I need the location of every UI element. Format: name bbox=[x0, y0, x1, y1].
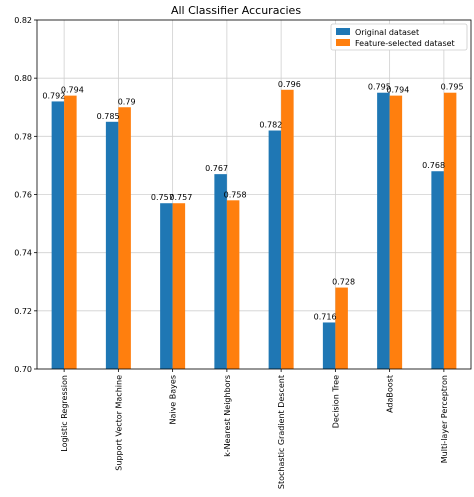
bar-feature-selected bbox=[118, 107, 131, 369]
y-tick-label: 0.76 bbox=[14, 191, 32, 200]
bar-feature-selected bbox=[335, 287, 348, 369]
data-label: 0.757 bbox=[151, 193, 174, 202]
data-label: 0.794 bbox=[386, 86, 409, 95]
bar-original bbox=[160, 203, 173, 369]
bar-original bbox=[322, 322, 336, 369]
legend-swatch bbox=[336, 28, 350, 35]
bar-feature-selected bbox=[443, 92, 457, 369]
axes-layer: 0.70 0.72 0.74 0.76 0.78 0.80 0.82 Logistic Reg… bbox=[14, 16, 472, 489]
bars-layer bbox=[51, 89, 457, 370]
data-label: 0.757 bbox=[169, 193, 192, 202]
x-tick-label: Naive Bayes bbox=[169, 375, 178, 425]
y-tick-label: 0.78 bbox=[14, 132, 32, 141]
x-tick-label: Logistic Regression bbox=[60, 375, 69, 452]
y-tick-label: 0.70 bbox=[14, 365, 32, 374]
legend: Original dataset Feature-selected dataset bbox=[330, 23, 468, 51]
y-tick-label: 0.82 bbox=[14, 16, 32, 25]
bar-original bbox=[268, 130, 282, 369]
data-label: 0.795 bbox=[368, 83, 391, 92]
legend-label: Feature-selected dataset bbox=[355, 39, 455, 48]
bar-feature-selected bbox=[281, 89, 294, 370]
data-label: 0.785 bbox=[97, 112, 120, 121]
bar-original bbox=[431, 171, 444, 369]
data-label: 0.716 bbox=[314, 312, 337, 321]
bar-feature-selected bbox=[64, 95, 77, 369]
bar-feature-selected bbox=[226, 200, 240, 369]
data-label: 0.782 bbox=[259, 121, 282, 130]
data-label: 0.758 bbox=[224, 190, 247, 199]
data-label: 0.792 bbox=[42, 91, 65, 100]
legend-box bbox=[330, 23, 468, 51]
bar-original bbox=[377, 92, 390, 369]
chart-title: All Classifier Accuracies bbox=[171, 4, 301, 17]
y-tick-label: 0.72 bbox=[14, 307, 32, 316]
bar-original bbox=[51, 101, 65, 369]
y-tick-label: 0.80 bbox=[14, 74, 32, 83]
data-label: 0.795 bbox=[441, 83, 464, 92]
x-tick-label: Support Vector Machine bbox=[114, 375, 123, 471]
grid-layer bbox=[37, 19, 471, 370]
data-label: 0.794 bbox=[61, 86, 84, 95]
x-tick-label: AdaBoost bbox=[386, 375, 395, 413]
data-labels-layer: 0.792 0.785 0.757 0.767 0.782 0.716 0.795 0.768… bbox=[42, 80, 463, 322]
x-tick-label: Stochastic Gradient Descent bbox=[277, 375, 286, 489]
bar-feature-selected bbox=[389, 95, 403, 369]
data-label: 0.79 bbox=[118, 97, 136, 106]
bar-original bbox=[214, 174, 227, 369]
legend-label: Original dataset bbox=[355, 28, 419, 37]
data-label: 0.728 bbox=[332, 278, 355, 287]
plot-frame bbox=[36, 19, 472, 370]
y-tick-label: 0.74 bbox=[14, 249, 32, 258]
data-label: 0.768 bbox=[422, 161, 445, 170]
bar-original bbox=[105, 121, 119, 370]
data-label: 0.767 bbox=[205, 164, 228, 173]
x-tick-label: Multi-layer Perceptron bbox=[440, 375, 449, 463]
x-tick-label: k-Nearest Neighbors bbox=[223, 375, 232, 457]
data-label: 0.796 bbox=[278, 80, 301, 89]
bar-feature-selected bbox=[172, 203, 186, 369]
x-tick-label: Decision Tree bbox=[331, 375, 340, 428]
legend-swatch bbox=[336, 39, 350, 46]
